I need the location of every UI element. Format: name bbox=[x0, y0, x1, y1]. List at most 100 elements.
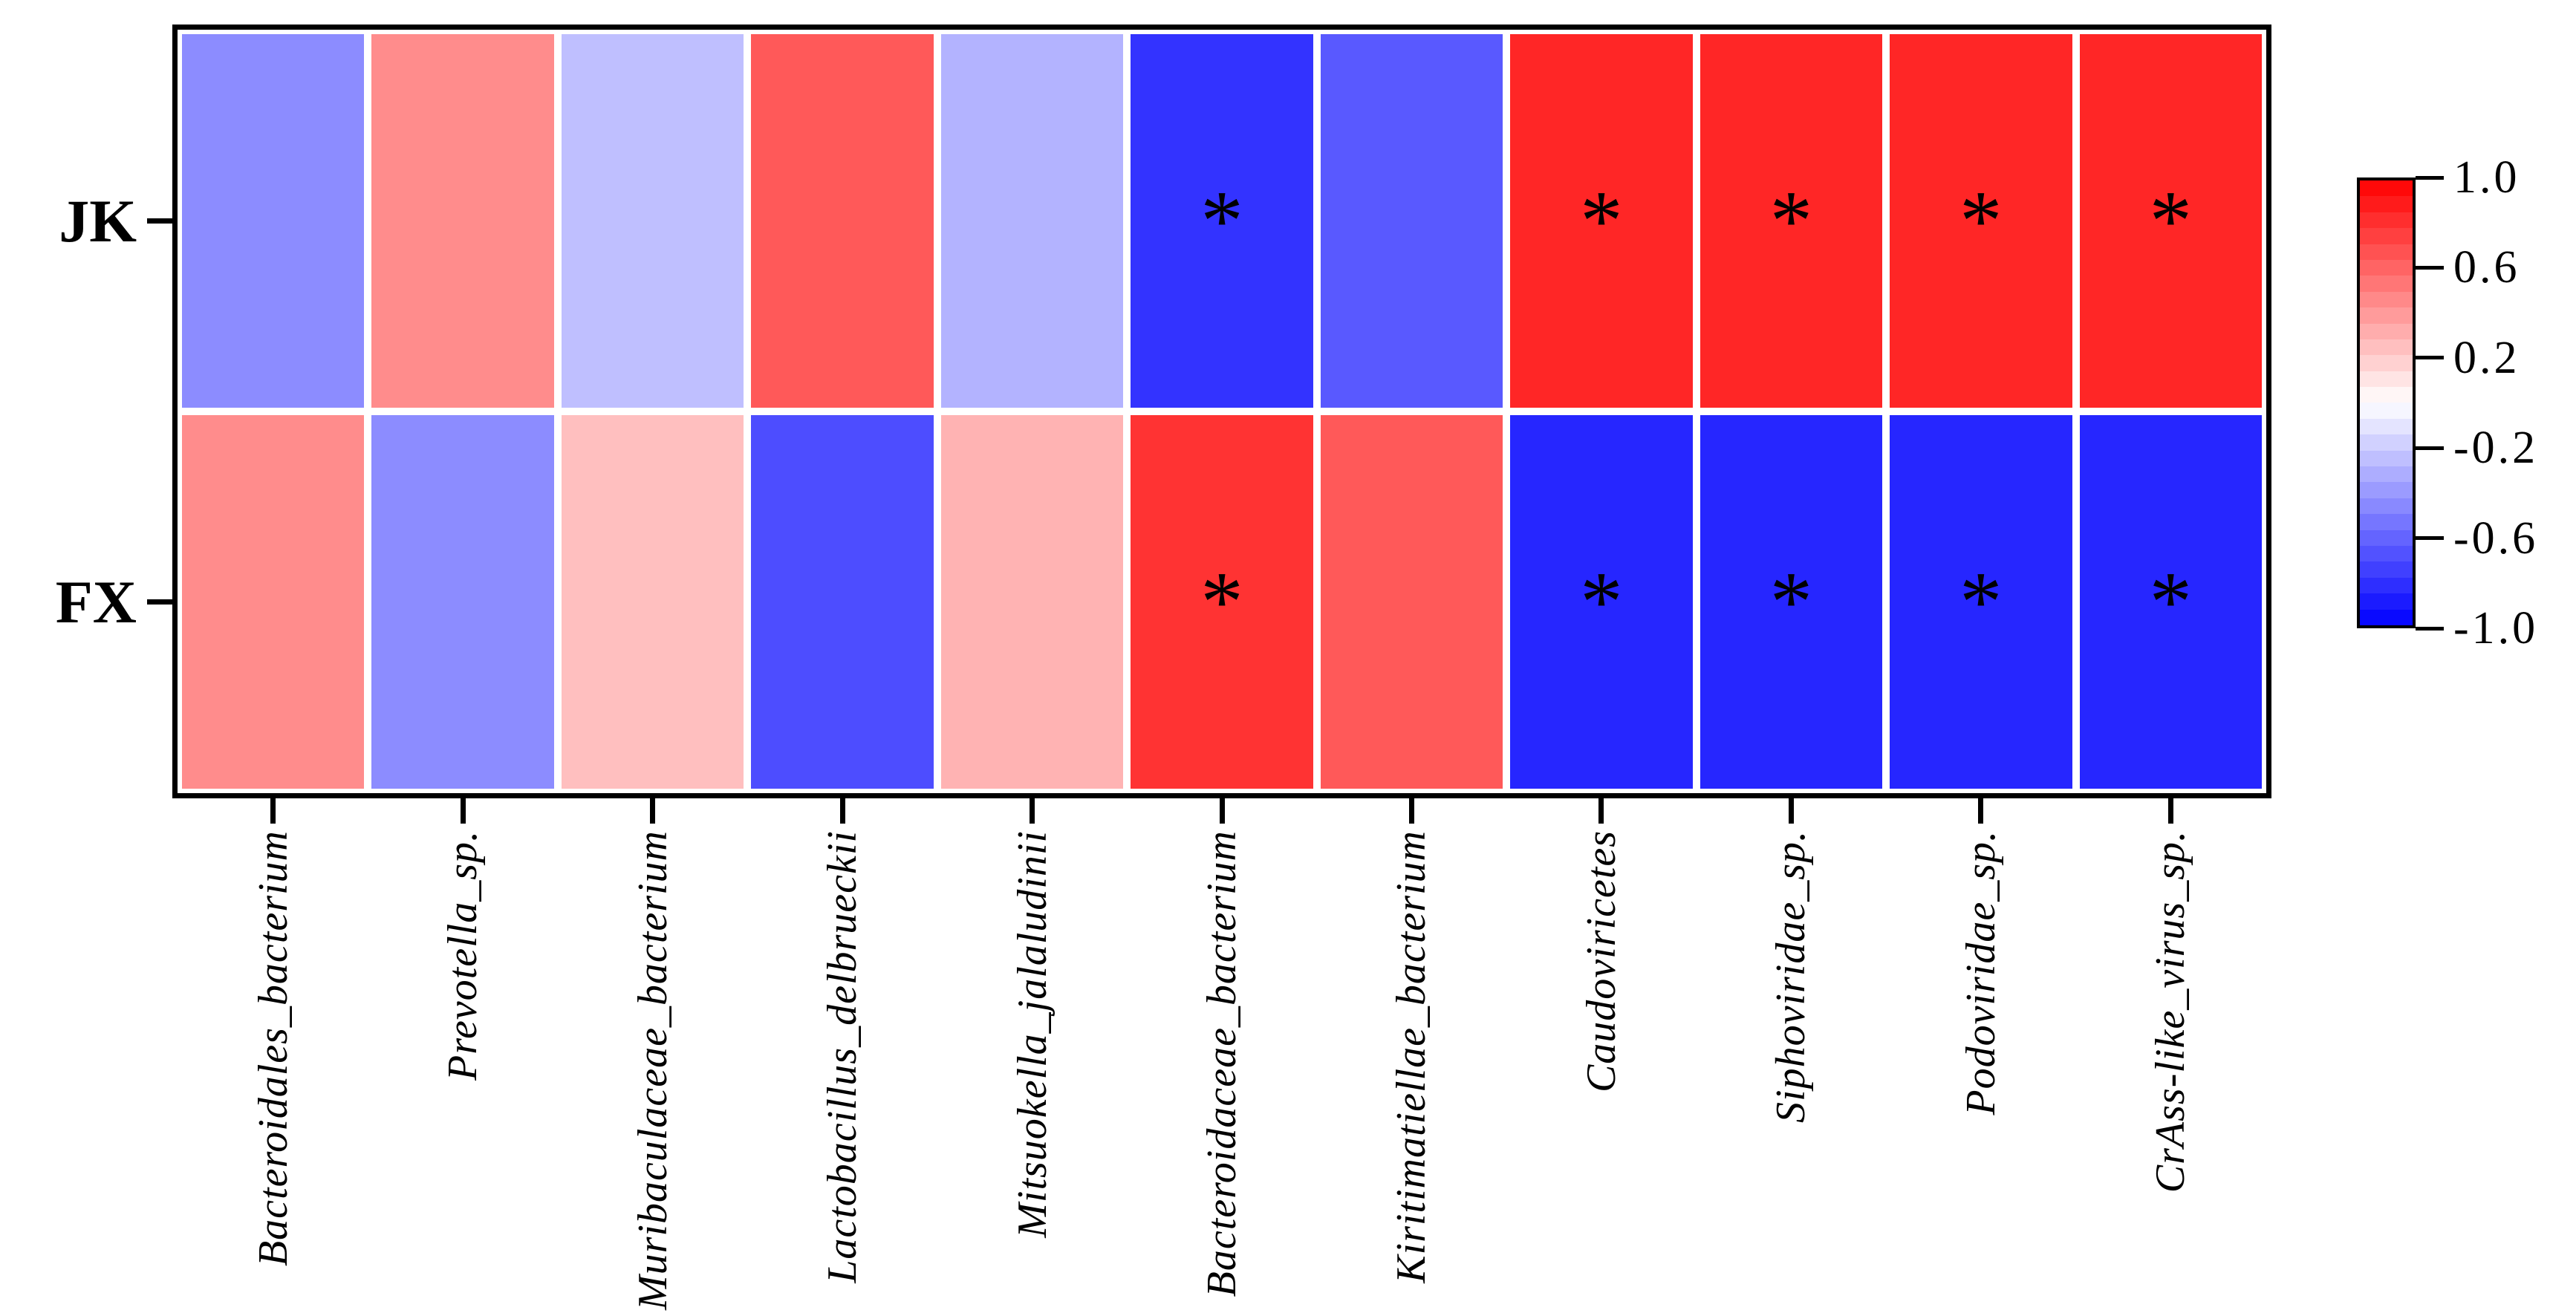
colorbar-band bbox=[2360, 307, 2413, 324]
colorbar-tick bbox=[2416, 446, 2444, 450]
heatmap-cell bbox=[1320, 415, 1503, 789]
colorbar-band bbox=[2360, 387, 2413, 403]
heatmap-cell: * bbox=[1700, 34, 1883, 408]
x-axis-tick bbox=[1978, 798, 1984, 824]
colorbar-tick-label: 1.0 bbox=[2453, 152, 2520, 203]
x-axis-tick bbox=[270, 798, 276, 824]
x-axis-tick bbox=[1788, 798, 1794, 824]
heatmap-cell bbox=[561, 415, 744, 789]
x-axis-tick bbox=[2167, 798, 2173, 824]
colorbar-band bbox=[2360, 545, 2413, 562]
colorbar-band bbox=[2360, 434, 2413, 451]
x-axis-tick bbox=[1030, 798, 1035, 824]
heatmap-cell bbox=[1320, 34, 1503, 408]
colorbar-tick bbox=[2416, 626, 2444, 631]
colorbar-band bbox=[2360, 259, 2413, 276]
significance-asterisk: * bbox=[1200, 174, 1243, 268]
y-axis-tick bbox=[147, 218, 172, 224]
heatmap-cell: * bbox=[2079, 415, 2262, 789]
column-label: Muribaculaceae_bacterium bbox=[629, 830, 676, 1311]
colorbar-band bbox=[2360, 482, 2413, 498]
column-label: Mitsuokella_jalaludinii bbox=[1009, 830, 1056, 1238]
colorbar-band bbox=[2360, 276, 2413, 292]
heatmap-cell: * bbox=[2079, 34, 2262, 408]
heatmap-cell bbox=[182, 415, 365, 789]
heatmap-plot: * * * * * * * * * * bbox=[172, 25, 2271, 798]
colorbar-band bbox=[2360, 212, 2413, 229]
colorbar-band bbox=[2360, 180, 2413, 197]
colorbar-band bbox=[2360, 196, 2413, 212]
colorbar-band bbox=[2360, 498, 2413, 515]
colorbar-band bbox=[2360, 323, 2413, 339]
colorbar-band bbox=[2360, 466, 2413, 483]
column-label: Lactobacillus_delbrueckii bbox=[819, 830, 866, 1283]
colorbar-band bbox=[2360, 530, 2413, 546]
significance-asterisk: * bbox=[1769, 555, 1813, 649]
heatmap-cell bbox=[371, 34, 554, 408]
column-label: Bacteroidaceae_bacterium bbox=[1199, 830, 1245, 1297]
colorbar-tick-label: 0.6 bbox=[2453, 242, 2520, 293]
colorbar-gradient bbox=[2357, 177, 2416, 628]
colorbar-tick-label: 0.2 bbox=[2453, 332, 2520, 383]
colorbar-band bbox=[2360, 371, 2413, 388]
x-axis-tick bbox=[1598, 798, 1604, 824]
column-label: Siphoviridae_sp. bbox=[1768, 830, 1815, 1123]
heatmap-cell bbox=[940, 34, 1124, 408]
colorbar-band bbox=[2360, 514, 2413, 530]
significance-asterisk: * bbox=[2149, 555, 2193, 649]
significance-asterisk: * bbox=[1959, 555, 2003, 649]
colorbar-band bbox=[2360, 609, 2413, 625]
colorbar-tick bbox=[2416, 175, 2444, 180]
heatmap-cell: * bbox=[1131, 415, 1313, 789]
row-label: FX bbox=[55, 567, 137, 636]
colorbar-band bbox=[2360, 339, 2413, 356]
colorbar-band bbox=[2360, 355, 2413, 371]
colorbar-band bbox=[2360, 418, 2413, 435]
column-label: Bacteroidales_bacterium bbox=[250, 830, 296, 1267]
significance-asterisk: * bbox=[1200, 555, 1243, 649]
column-label: Podoviridae_sp. bbox=[1957, 830, 2004, 1115]
row-label: JK bbox=[59, 186, 137, 255]
colorbar-band bbox=[2360, 228, 2413, 244]
colorbar-band bbox=[2360, 561, 2413, 578]
column-label: Kiritimatiellae_bacterium bbox=[1388, 830, 1435, 1283]
heatmap-cell: * bbox=[1510, 415, 1693, 789]
significance-asterisk: * bbox=[1580, 174, 1623, 268]
heatmap-cell: * bbox=[1131, 34, 1313, 408]
colorbar-band bbox=[2360, 403, 2413, 419]
column-label: Caudoviricetes bbox=[1578, 830, 1624, 1093]
colorbar-band bbox=[2360, 244, 2413, 260]
heatmap-cell bbox=[751, 34, 934, 408]
significance-asterisk: * bbox=[2149, 174, 2193, 268]
significance-asterisk: * bbox=[1580, 555, 1623, 649]
x-axis-tick bbox=[1408, 798, 1414, 824]
x-axis-tick bbox=[650, 798, 656, 824]
colorbar-tick bbox=[2416, 356, 2444, 360]
colorbar-band bbox=[2360, 450, 2413, 467]
heatmap-cell bbox=[751, 415, 934, 789]
colorbar-tick-label: -0.2 bbox=[2453, 423, 2539, 474]
colorbar-band bbox=[2360, 593, 2413, 610]
colorbar-tick bbox=[2416, 265, 2444, 270]
significance-asterisk: * bbox=[1959, 174, 2003, 268]
colorbar-tick-label: -0.6 bbox=[2453, 512, 2539, 564]
column-label: Prevotella_sp. bbox=[440, 830, 487, 1081]
column-label: CrAss-like_virus_sp. bbox=[2147, 830, 2194, 1193]
heatmap-cell bbox=[182, 34, 365, 408]
heatmap-grid: * * * * * * * * * * bbox=[182, 34, 2262, 789]
heatmap-cell bbox=[561, 34, 744, 408]
heatmap-cell: * bbox=[1890, 34, 2072, 408]
heatmap-cell: * bbox=[1700, 415, 1883, 789]
y-axis-tick bbox=[147, 599, 172, 605]
colorbar-band bbox=[2360, 577, 2413, 594]
heatmap-cell: * bbox=[1890, 415, 2072, 789]
colorbar-tick bbox=[2416, 536, 2444, 541]
significance-asterisk: * bbox=[1769, 174, 1813, 268]
heatmap-cell bbox=[940, 415, 1124, 789]
colorbar-tick-label: -1.0 bbox=[2453, 603, 2539, 654]
x-axis-tick bbox=[839, 798, 845, 824]
colorbar-band bbox=[2360, 291, 2413, 308]
x-axis-tick bbox=[460, 798, 466, 824]
heatmap-cell: * bbox=[1510, 34, 1693, 408]
